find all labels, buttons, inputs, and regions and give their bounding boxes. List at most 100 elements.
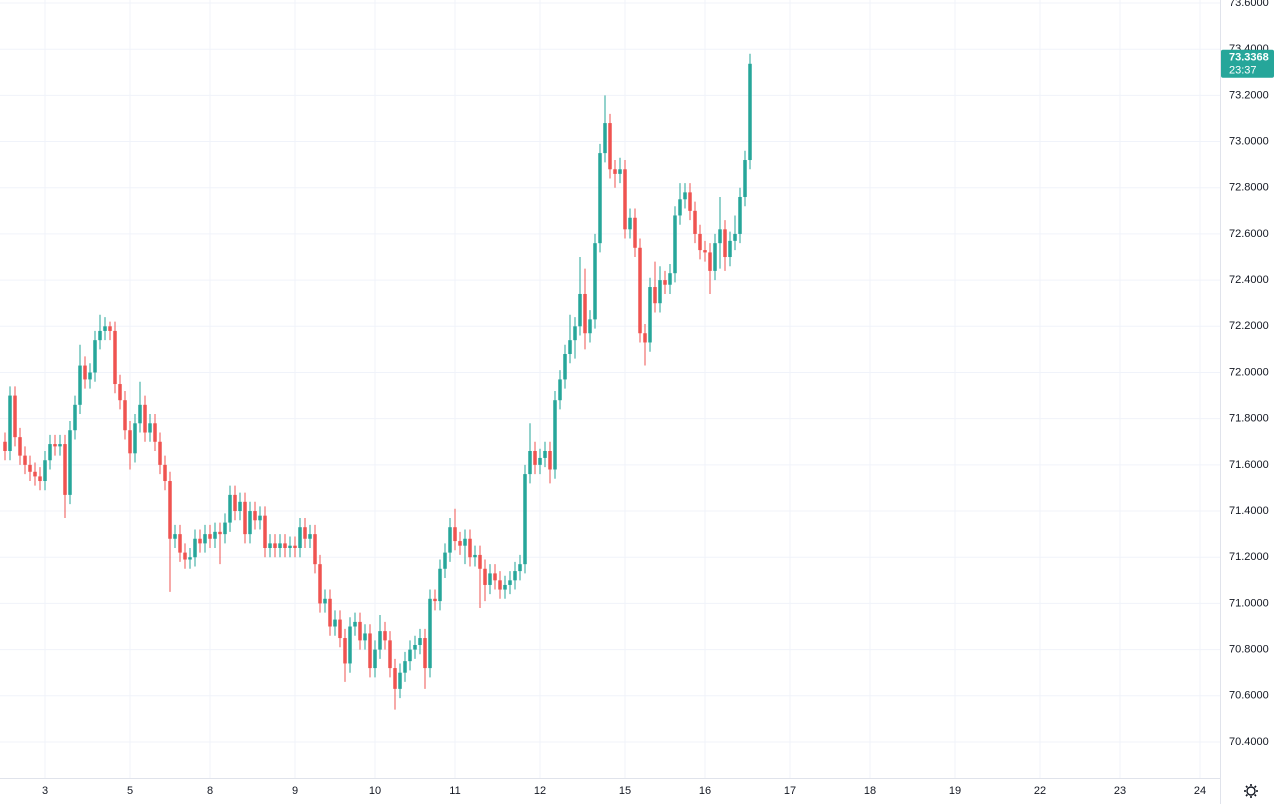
y-tick-label: 70.4000 bbox=[1229, 736, 1269, 748]
candle-body bbox=[433, 598, 437, 602]
candle-body bbox=[503, 584, 507, 590]
candle-body bbox=[463, 538, 467, 546]
candle-body bbox=[398, 672, 402, 689]
candle-body bbox=[123, 400, 127, 431]
candle-body bbox=[443, 552, 447, 569]
candle-body bbox=[28, 464, 32, 472]
candle-body bbox=[58, 444, 62, 447]
candle-body bbox=[728, 240, 732, 258]
candle-body bbox=[508, 580, 512, 585]
candle-body bbox=[243, 501, 247, 535]
candle-body bbox=[613, 169, 617, 174]
candle-body bbox=[483, 568, 487, 585]
candle-body bbox=[63, 444, 67, 495]
candle-body bbox=[163, 464, 167, 482]
candle-body bbox=[193, 538, 197, 558]
x-tick-label: 11 bbox=[449, 785, 460, 797]
y-tick-label: 70.8000 bbox=[1229, 644, 1269, 656]
candle-body bbox=[238, 501, 242, 512]
candle-body bbox=[373, 649, 377, 669]
candle-body bbox=[138, 404, 142, 424]
settings-icon[interactable] bbox=[1244, 784, 1258, 798]
candle-body bbox=[673, 215, 677, 274]
candle-body bbox=[733, 233, 737, 241]
x-tick-label: 22 bbox=[1034, 785, 1046, 797]
candle-body bbox=[353, 621, 357, 627]
candle-body bbox=[698, 233, 702, 251]
candle-body bbox=[553, 400, 557, 470]
candle-body bbox=[113, 330, 117, 385]
candle-body bbox=[493, 573, 497, 581]
last-price-tag bbox=[1221, 49, 1274, 78]
candle-body bbox=[423, 638, 427, 669]
candle-body bbox=[298, 527, 302, 548]
candle-body bbox=[623, 169, 627, 230]
candle-body bbox=[663, 280, 667, 285]
candles bbox=[3, 53, 752, 710]
candle-body bbox=[283, 543, 287, 548]
candle-body bbox=[668, 273, 672, 285]
candle-body bbox=[448, 527, 452, 553]
candle-body bbox=[538, 457, 542, 465]
candle-body bbox=[348, 626, 352, 664]
candle-body bbox=[543, 451, 547, 458]
y-tick-label: 72.8000 bbox=[1229, 182, 1269, 194]
candle-body bbox=[593, 243, 597, 320]
candle-body bbox=[293, 545, 297, 548]
candle-body bbox=[468, 538, 472, 558]
y-tick-label: 73.0000 bbox=[1229, 135, 1269, 147]
y-tick-label: 73.2000 bbox=[1229, 89, 1269, 101]
candle-body bbox=[258, 515, 262, 521]
candle-body bbox=[578, 293, 582, 327]
candle-body bbox=[693, 210, 697, 234]
candle-body bbox=[478, 554, 482, 569]
candle-body bbox=[683, 192, 687, 200]
x-tick-label: 12 bbox=[534, 785, 546, 797]
candle-body bbox=[618, 169, 622, 174]
candle-body bbox=[713, 243, 717, 271]
candle-body bbox=[223, 522, 227, 535]
candle-body bbox=[233, 494, 237, 512]
y-tick-label: 71.4000 bbox=[1229, 505, 1269, 517]
candle-body bbox=[198, 538, 202, 544]
candle-body bbox=[148, 423, 152, 433]
candle-body bbox=[68, 430, 72, 495]
candle-body bbox=[573, 326, 577, 341]
candle-body bbox=[498, 580, 502, 590]
candle-body bbox=[363, 633, 367, 641]
candle-body bbox=[428, 598, 432, 669]
candle-body bbox=[748, 63, 752, 161]
candle-body bbox=[48, 444, 52, 461]
candle-body bbox=[288, 545, 292, 548]
y-tick-label: 72.4000 bbox=[1229, 274, 1269, 286]
x-tick-label: 23 bbox=[1114, 785, 1126, 797]
candle-body bbox=[688, 192, 692, 211]
candle-body bbox=[213, 531, 217, 539]
candle-body bbox=[638, 247, 642, 334]
candle-body bbox=[278, 543, 282, 548]
y-tick-label: 72.2000 bbox=[1229, 320, 1269, 332]
y-tick-label: 72.0000 bbox=[1229, 366, 1269, 378]
candle-body bbox=[633, 217, 637, 248]
candle-body bbox=[563, 354, 567, 380]
x-tick-label: 24 bbox=[1194, 785, 1206, 797]
candle-body bbox=[3, 441, 7, 452]
candle-body bbox=[173, 534, 177, 539]
candle-body bbox=[568, 340, 572, 355]
candle-body bbox=[203, 534, 207, 544]
candle-body bbox=[108, 326, 112, 331]
candle-body bbox=[408, 649, 412, 662]
candle-body bbox=[38, 476, 42, 482]
y-tick-label: 73.6000 bbox=[1229, 0, 1269, 9]
candle-body bbox=[603, 123, 607, 154]
x-tick-label: 3 bbox=[42, 785, 48, 797]
candle-body bbox=[323, 598, 327, 604]
candle-body bbox=[308, 534, 312, 539]
candle-body bbox=[333, 619, 337, 627]
candle-body bbox=[558, 379, 562, 401]
x-tick-label: 15 bbox=[619, 785, 631, 797]
candle-body bbox=[608, 123, 612, 170]
candle-body bbox=[13, 395, 17, 438]
